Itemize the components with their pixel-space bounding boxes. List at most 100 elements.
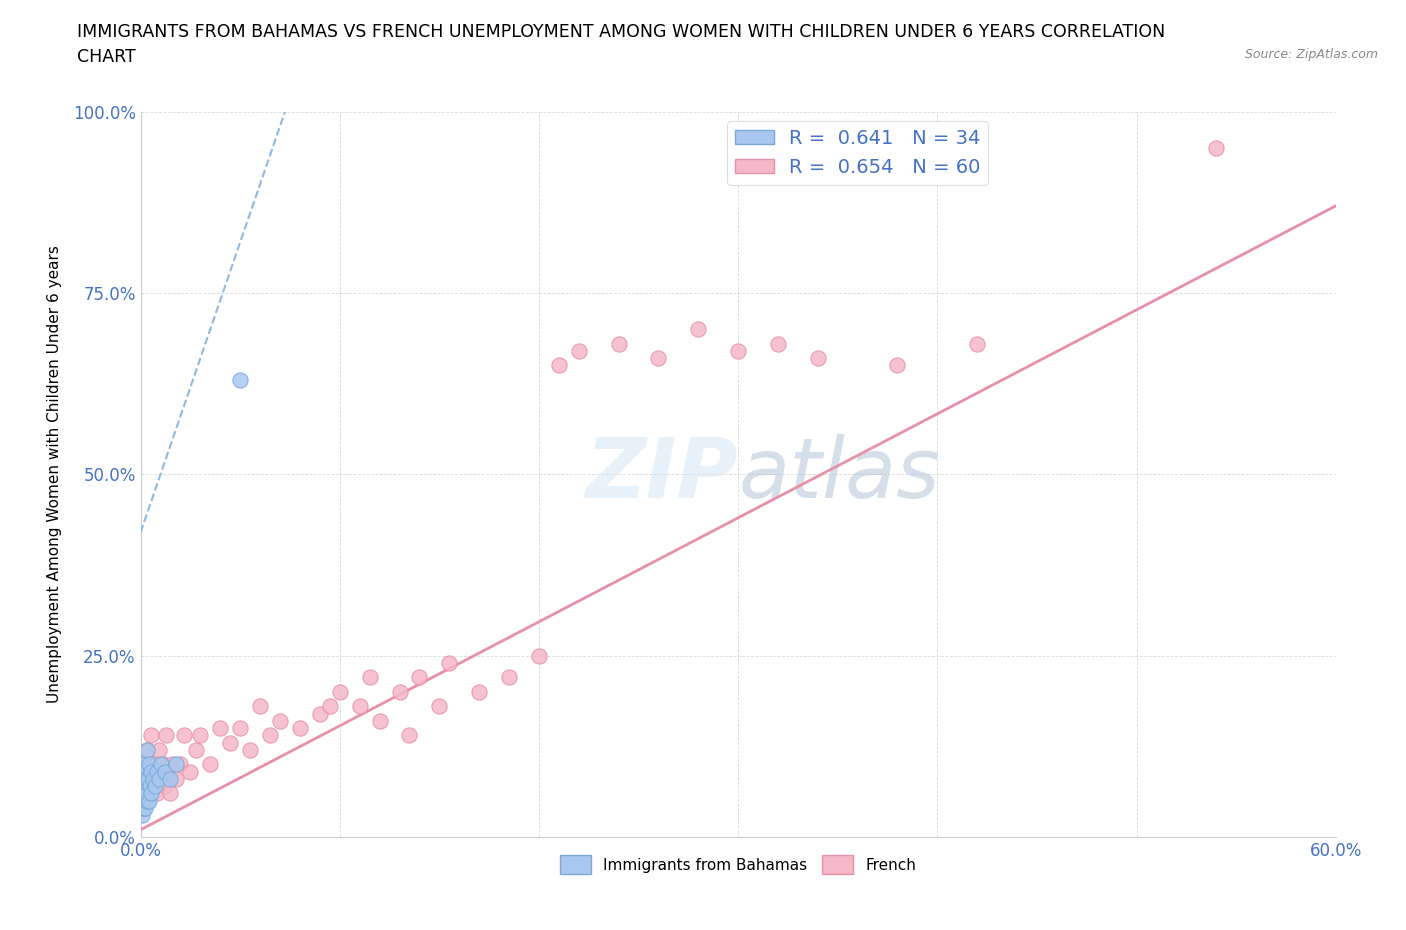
Legend: Immigrants from Bahamas, French: Immigrants from Bahamas, French xyxy=(554,849,922,880)
Point xyxy=(138,778,160,793)
Point xyxy=(209,721,232,736)
Point xyxy=(169,757,191,772)
Point xyxy=(568,343,591,358)
Point xyxy=(398,728,420,743)
Point xyxy=(152,757,174,772)
Point xyxy=(135,793,157,808)
Point xyxy=(131,793,153,808)
Point xyxy=(135,742,157,757)
Point xyxy=(145,786,167,801)
Point xyxy=(139,728,162,743)
Point xyxy=(138,757,160,772)
Point xyxy=(179,764,201,779)
Point xyxy=(131,801,153,816)
Point xyxy=(145,764,167,779)
Point xyxy=(134,778,156,793)
Point xyxy=(155,728,177,743)
Point xyxy=(134,786,156,801)
Point xyxy=(135,793,157,808)
Point xyxy=(766,337,789,352)
Text: atlas: atlas xyxy=(738,433,939,515)
Point xyxy=(153,764,176,779)
Point xyxy=(427,699,450,714)
Point xyxy=(727,343,749,358)
Point xyxy=(359,670,381,684)
Point xyxy=(136,786,159,801)
Point xyxy=(200,757,222,772)
Point xyxy=(468,684,491,699)
Y-axis label: Unemployment Among Women with Children Under 6 years: Unemployment Among Women with Children U… xyxy=(46,246,62,703)
Point xyxy=(141,772,163,787)
Point xyxy=(139,786,162,801)
Point xyxy=(134,786,156,801)
Point xyxy=(388,684,411,699)
Point xyxy=(186,742,208,757)
Point xyxy=(134,801,156,816)
Point xyxy=(349,699,371,714)
Text: ZIP: ZIP xyxy=(585,433,738,515)
Point xyxy=(132,801,155,816)
Text: CHART: CHART xyxy=(77,48,136,66)
Point xyxy=(439,656,461,671)
Point xyxy=(132,772,155,787)
Point xyxy=(148,742,170,757)
Point xyxy=(408,670,430,684)
Point xyxy=(219,736,242,751)
Point xyxy=(188,728,212,743)
Point xyxy=(607,337,630,352)
Point xyxy=(132,793,155,808)
Point xyxy=(139,764,162,779)
Point xyxy=(229,373,252,388)
Point xyxy=(129,801,152,816)
Point xyxy=(288,721,311,736)
Point xyxy=(166,772,188,787)
Point xyxy=(138,793,160,808)
Text: IMMIGRANTS FROM BAHAMAS VS FRENCH UNEMPLOYMENT AMONG WOMEN WITH CHILDREN UNDER 6: IMMIGRANTS FROM BAHAMAS VS FRENCH UNEMPL… xyxy=(77,23,1166,41)
Point xyxy=(131,801,153,816)
Point xyxy=(135,772,157,787)
Point xyxy=(143,778,166,793)
Point xyxy=(138,778,160,793)
Point xyxy=(886,358,908,373)
Point xyxy=(148,772,170,787)
Point xyxy=(249,699,271,714)
Point xyxy=(166,757,188,772)
Point xyxy=(132,757,155,772)
Text: Source: ZipAtlas.com: Source: ZipAtlas.com xyxy=(1244,48,1378,61)
Point xyxy=(1205,140,1227,155)
Point xyxy=(149,772,172,787)
Point xyxy=(259,728,281,743)
Point xyxy=(329,684,352,699)
Point xyxy=(131,772,153,787)
Point xyxy=(647,351,669,365)
Point xyxy=(159,772,181,787)
Point xyxy=(134,764,156,779)
Point xyxy=(162,757,184,772)
Point xyxy=(132,778,155,793)
Point xyxy=(149,757,172,772)
Point xyxy=(139,786,162,801)
Point xyxy=(159,786,181,801)
Point xyxy=(368,713,391,728)
Point xyxy=(136,772,159,787)
Point xyxy=(135,742,157,757)
Point xyxy=(131,786,153,801)
Point xyxy=(141,772,163,787)
Point xyxy=(319,699,342,714)
Point xyxy=(966,337,988,352)
Point xyxy=(173,728,195,743)
Point xyxy=(498,670,520,684)
Point xyxy=(134,793,156,808)
Point xyxy=(143,757,166,772)
Point xyxy=(131,793,153,808)
Point xyxy=(239,742,262,757)
Point xyxy=(309,706,332,721)
Point xyxy=(269,713,291,728)
Point xyxy=(153,778,176,793)
Point xyxy=(688,322,710,337)
Point xyxy=(807,351,830,365)
Point xyxy=(527,648,550,663)
Point xyxy=(548,358,571,373)
Point xyxy=(134,757,156,772)
Point xyxy=(131,808,153,823)
